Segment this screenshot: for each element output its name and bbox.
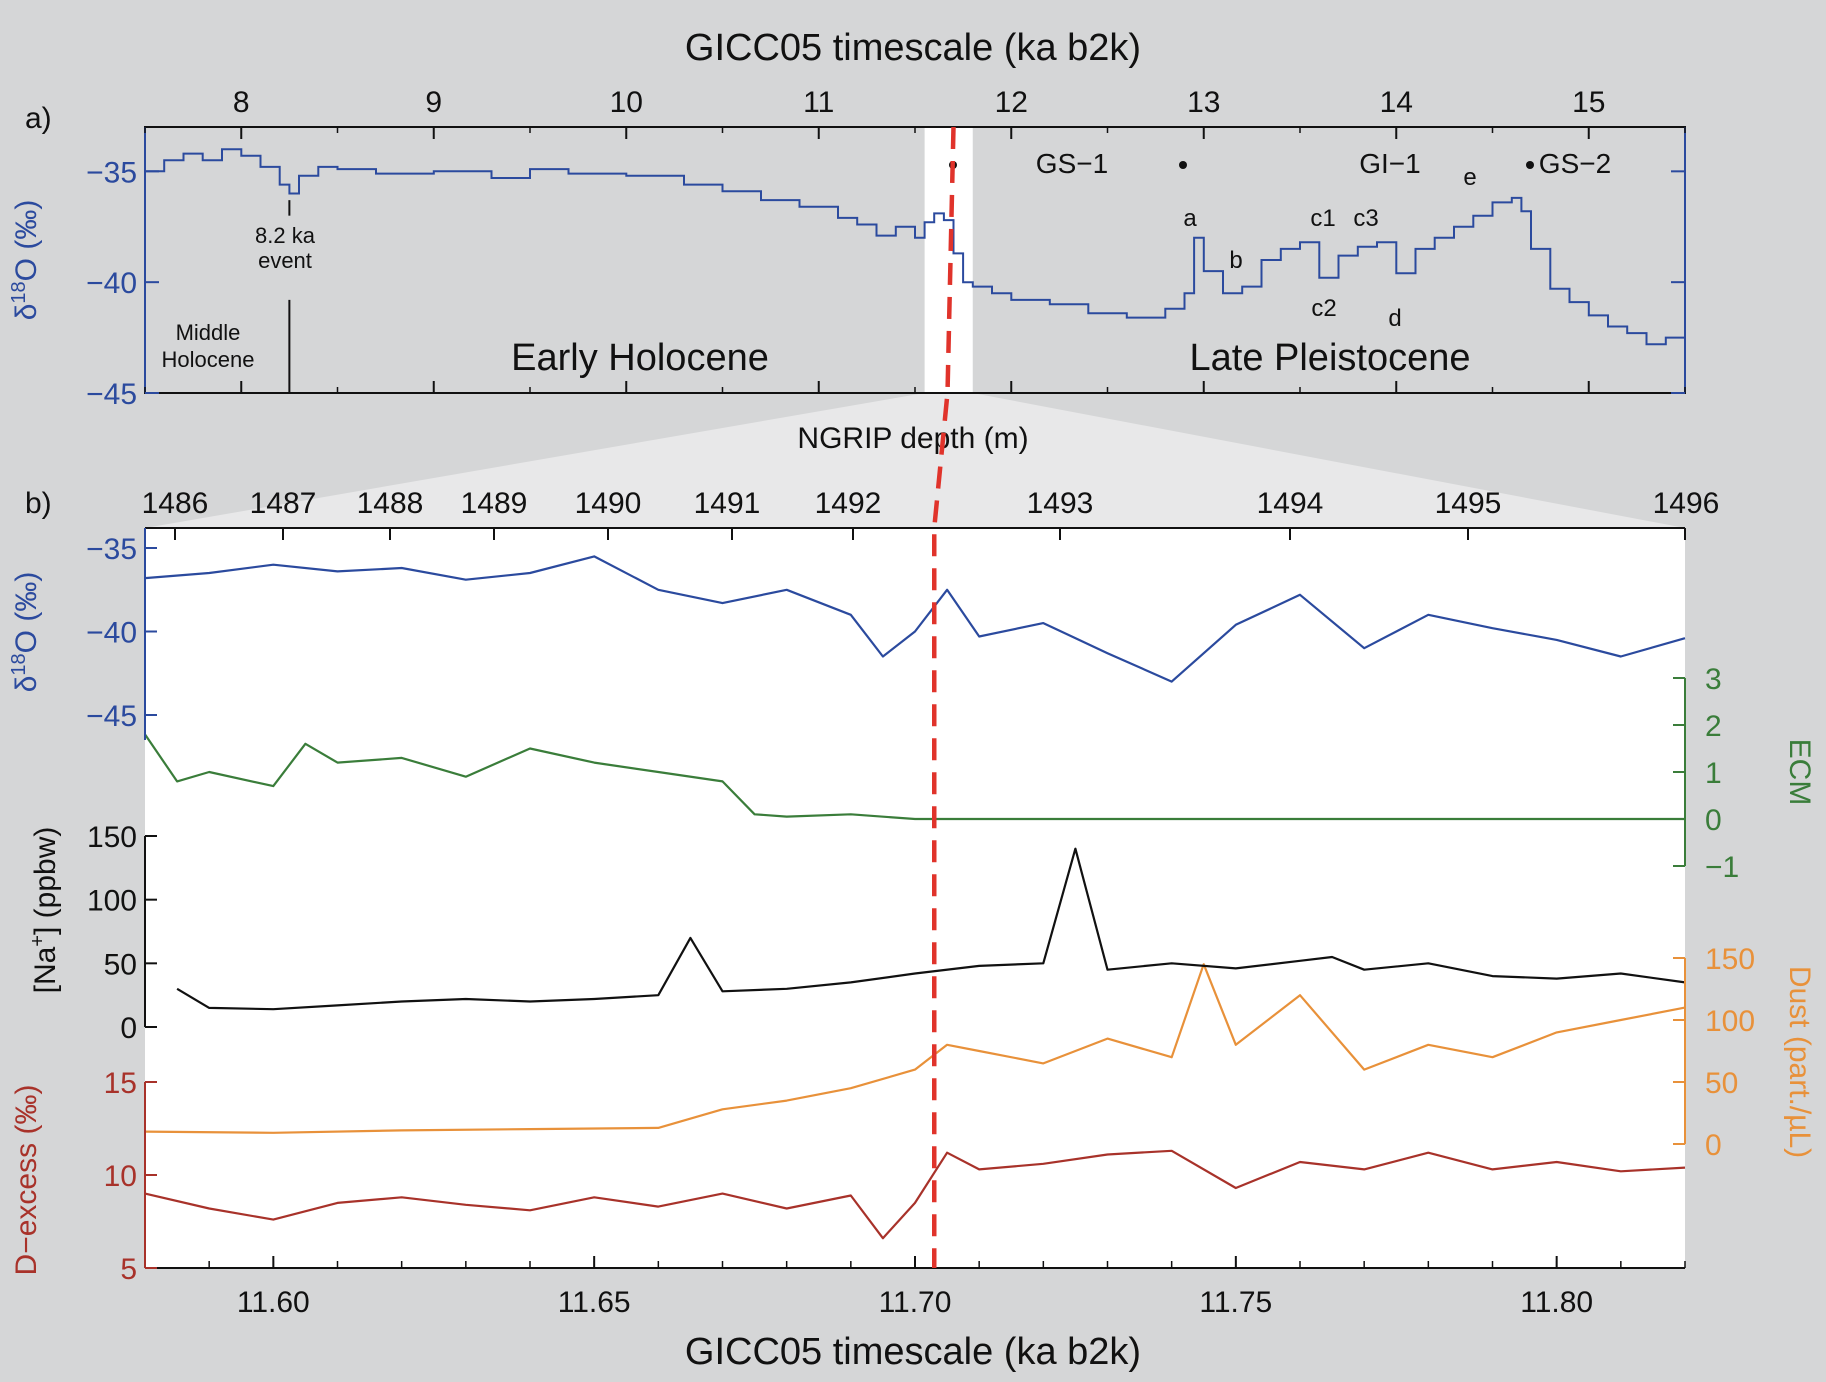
- panel-b-y-tick-label: 100: [87, 885, 137, 918]
- annotation-82-event-line1: 8.2 ka: [255, 223, 316, 248]
- panel-b-top-axis-title: NGRIP depth (m): [797, 422, 1028, 455]
- panel-b-y-tick-label: −45: [86, 700, 137, 733]
- panel-b-depth-tick-label: 1496: [1653, 487, 1720, 520]
- panel-a-x-tick-label: 14: [1380, 86, 1413, 119]
- panel-b-depth-tick-label: 1489: [461, 487, 528, 520]
- panel-b-y-tick-label: −35: [86, 533, 137, 566]
- panel-b-y-tick-label: 10: [104, 1160, 137, 1193]
- panel-b-ecm-label: ECM: [1783, 739, 1816, 806]
- panel-b-y-tick-label: 0: [1705, 804, 1722, 837]
- panel-b-depth-tick-label: 1495: [1435, 487, 1502, 520]
- annotation-middle-holocene-line2: Holocene: [162, 347, 255, 372]
- transition-band: [924, 127, 973, 393]
- panel-b-y-tick-label: 0: [1705, 1129, 1722, 1162]
- zoom-connector: [145, 393, 1685, 528]
- panel-a-x-tick-label: 9: [425, 86, 442, 119]
- panel-b-depth-tick-label: 1492: [815, 487, 882, 520]
- panel-b-y-tick-label: 0: [120, 1012, 137, 1045]
- annotation-gs2: GS−2: [1539, 148, 1611, 179]
- panel-b-y-tick-label: 100: [1705, 1005, 1755, 1038]
- panel-b-y-tick-label: 50: [104, 948, 137, 981]
- panel-b-d18o-label: δ18O (‰): [8, 572, 43, 693]
- panel-a-y-tick-label: −40: [86, 267, 137, 300]
- panel-b-ecm-line: [144, 733, 1685, 821]
- panel-b-depth-tick-label: 1487: [250, 487, 317, 520]
- panel-b-depth-tick-label: 1486: [142, 487, 209, 520]
- panel-b-y-tick-label: 150: [87, 821, 137, 854]
- panel-b-depth-tick-label: 1491: [694, 487, 761, 520]
- panel-b-y-tick-label: 15: [104, 1067, 137, 1100]
- panel-b-y-tick-label: 50: [1705, 1067, 1738, 1100]
- panel-a-x-tick-label: 15: [1572, 86, 1605, 119]
- annotation-gi1: GI−1: [1359, 148, 1420, 179]
- annotation-event-c2: c2: [1311, 295, 1336, 322]
- annotation-late-pleistocene: Late Pleistocene: [1190, 337, 1471, 379]
- annotation-event-d: d: [1388, 305, 1401, 332]
- panel-b-y-tick-label: −40: [86, 617, 137, 650]
- panel-b-x-tick-label: 11.80: [1520, 1286, 1593, 1319]
- panel-a-x-tick-label: 8: [233, 86, 250, 119]
- panel-b-y-tick-label: 1: [1705, 757, 1722, 790]
- panel-b-d18o-line: [144, 555, 1686, 683]
- stadial-boundary-dot: [1179, 161, 1187, 169]
- panel-b-d-excess-label: D−excess (‰): [10, 1085, 43, 1276]
- panel-b-dust-label: Dust (part./µL): [1783, 966, 1816, 1158]
- panel-a-y-tick-label: −35: [86, 156, 137, 189]
- panel-b-letter: b): [25, 487, 52, 520]
- panel-a-top-axis-title: GICC05 timescale (ka b2k): [685, 27, 1141, 69]
- panel-b-x-tick-label: 11.65: [558, 1286, 631, 1319]
- stadial-boundary-dot: [1526, 161, 1534, 169]
- panel-b-background: [145, 528, 1685, 1268]
- annotation-event-c1: c1: [1310, 205, 1335, 232]
- panel-b-d-excess-line: [144, 1149, 1686, 1240]
- panel-a-y-label: δ18O (‰): [8, 200, 43, 321]
- panel-a-background: [145, 127, 1685, 393]
- annotation-event-a: a: [1183, 205, 1197, 232]
- panel-b-x-tick-label: 11.60: [237, 1286, 310, 1319]
- annotation-event-b: b: [1229, 247, 1242, 274]
- panel-a-x-tick-label: 13: [1187, 86, 1220, 119]
- annotation-82-event-line2: event: [258, 248, 312, 273]
- panel-b-depth-tick-label: 1490: [575, 487, 642, 520]
- annotation-middle-holocene-line1: Middle: [176, 320, 241, 345]
- annotation-event-c3: c3: [1353, 205, 1378, 232]
- panel-b-y-tick-label: 150: [1705, 943, 1755, 976]
- panel-b-x-axis-title: GICC05 timescale (ka b2k): [685, 1331, 1141, 1373]
- panel-b-sodium-label: [Na+] (ppbw): [27, 827, 62, 994]
- panel-b-y-tick-label: −1: [1705, 851, 1739, 884]
- panel-a-d18o-line: [145, 148, 1686, 346]
- panel-a-y-tick-label: −45: [86, 378, 137, 411]
- panel-b-depth-tick-label: 1494: [1257, 487, 1324, 520]
- panel-a-x-tick-label: 12: [995, 86, 1028, 119]
- panel-b-x-tick-label: 11.70: [879, 1286, 952, 1319]
- panel-a-x-tick-label: 11: [803, 86, 834, 119]
- annotation-event-e: e: [1463, 164, 1476, 191]
- panel-a-letter: a): [25, 102, 52, 135]
- panel-b-y-tick-label: 5: [120, 1253, 137, 1286]
- panel-b-y-tick-label: 3: [1705, 663, 1722, 696]
- panel-b-x-tick-label: 11.75: [1199, 1286, 1272, 1319]
- panel-b-depth-tick-label: 1488: [357, 487, 424, 520]
- annotation-early-holocene: Early Holocene: [511, 337, 769, 379]
- panel-b-y-tick-label: 2: [1705, 710, 1722, 743]
- panel-b-sodium-line: [176, 847, 1686, 1011]
- panel-a-x-tick-label: 10: [610, 86, 643, 119]
- panel-b-dust-line: [144, 963, 1686, 1134]
- annotation-gs1: GS−1: [1036, 148, 1108, 179]
- panel-b-depth-tick-label: 1493: [1027, 487, 1094, 520]
